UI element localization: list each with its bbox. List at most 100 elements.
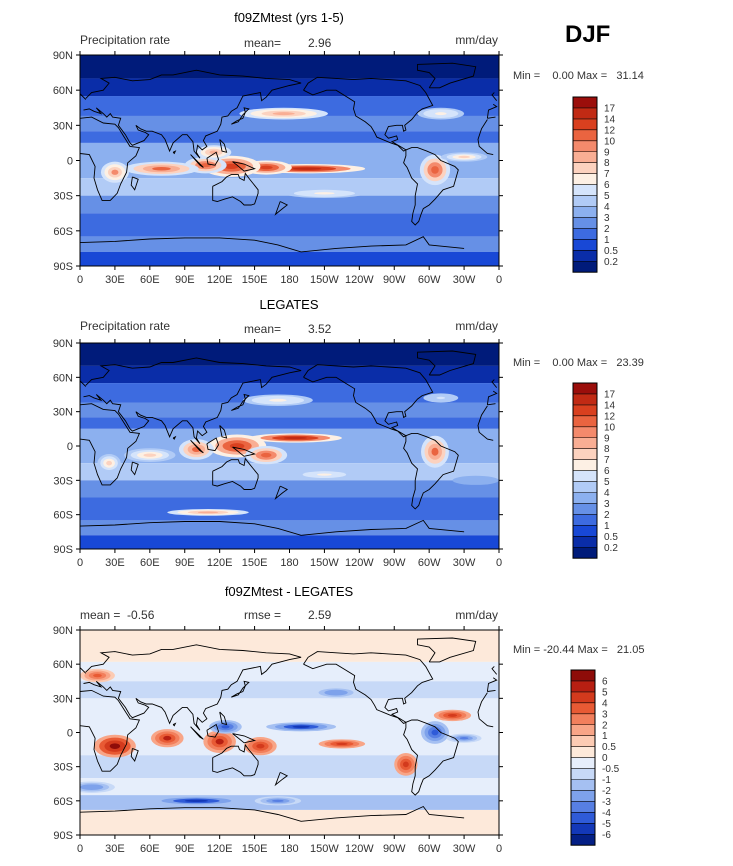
lon-tick-label: 150E	[242, 843, 268, 855]
lon-tick-label: 30W	[453, 557, 476, 569]
minmax-readout: Min = 0.00 Max = 31.14	[513, 70, 644, 82]
colorbar-label: 0.5	[604, 246, 618, 257]
colorbar-label: -3	[602, 797, 611, 808]
coastline	[274, 771, 289, 787]
field-contour	[109, 743, 121, 750]
colorbar-swatch	[573, 250, 597, 262]
panel-title: f09ZMtest - LEGATES	[225, 584, 354, 599]
colorbar-label: 0.5	[604, 532, 618, 543]
lon-tick-label: 180	[280, 843, 298, 855]
stat-value: 2.96	[308, 36, 332, 50]
colorbar-label: 0	[602, 753, 608, 764]
lon-tick-label: 60E	[140, 557, 160, 569]
coastline	[417, 62, 477, 89]
lon-tick-label: 30W	[453, 843, 476, 855]
colorbar-label: 7	[604, 169, 610, 180]
lat-tick-label: 0	[67, 156, 73, 168]
colorbar-swatch	[571, 724, 595, 736]
lon-tick-label: 30E	[105, 274, 125, 286]
coastline	[232, 446, 257, 457]
coastline	[190, 439, 204, 454]
field-contour	[458, 155, 470, 159]
colorbar-label: -4	[602, 808, 611, 819]
coastline	[231, 107, 250, 125]
field-contour	[436, 396, 446, 400]
field-contour	[197, 511, 219, 514]
difference-map	[79, 629, 500, 836]
coastline	[130, 461, 139, 476]
colorbar-swatch	[573, 261, 597, 273]
coastline	[232, 161, 257, 172]
coastline	[417, 637, 477, 663]
field-contour	[447, 713, 458, 717]
lon-tick-label: 90E	[175, 274, 195, 286]
colorbar-label: 0.2	[604, 543, 618, 554]
colorbar-label: 2	[604, 510, 610, 521]
lon-tick-label: 120E	[207, 843, 233, 855]
panel-difference: f09ZMtest - LEGATES mean = -0.56 rmse = …	[53, 584, 645, 855]
coastline	[190, 726, 204, 740]
lat-tick-label: 0	[67, 441, 73, 453]
field-contour	[336, 742, 348, 746]
stat-label: rmse =	[244, 608, 281, 622]
colorbar-swatch	[573, 383, 597, 394]
colorbar-label: 6	[604, 180, 610, 191]
colorbar-swatch	[571, 713, 595, 725]
colorbar-label: -2	[602, 786, 611, 797]
minmax-readout: Min = 0.00 Max = 23.39	[513, 357, 644, 369]
coastline	[83, 357, 498, 444]
colorbar-swatch	[571, 779, 595, 791]
lat-tick-label: 60S	[53, 226, 73, 238]
coastline	[80, 519, 465, 536]
coastline	[172, 722, 177, 727]
colorbar-label: -5	[602, 819, 611, 830]
lat-tick-label: 90N	[53, 50, 73, 62]
colorbar-swatch	[573, 481, 597, 493]
lat-tick-label: 0	[67, 728, 73, 740]
lon-tick-label: 150E	[242, 274, 268, 286]
coastline	[80, 689, 494, 772]
units-label: mm/day	[455, 319, 498, 333]
colorbar-label: 10	[604, 136, 616, 147]
colorbar-swatch	[573, 206, 597, 218]
field-contour	[256, 743, 265, 749]
colorbar-label: -0.5	[602, 764, 620, 775]
stat-value: 3.52	[308, 322, 332, 336]
field-band	[80, 755, 499, 779]
colorbar-swatch	[573, 184, 597, 196]
field-contour	[431, 166, 439, 174]
lat-tick-label: 60S	[53, 796, 73, 808]
lon-tick-label: 120W	[345, 843, 374, 855]
colorbar-swatch	[571, 670, 595, 681]
coastline	[206, 723, 219, 738]
colorbar-swatch	[571, 680, 595, 692]
coastline	[212, 743, 259, 777]
colorbar-label: 2	[604, 224, 610, 235]
coastline	[219, 711, 228, 726]
colorbar-label: 3	[602, 709, 608, 720]
colorbar-label: 1	[602, 731, 608, 742]
lat-tick-label: 90S	[53, 830, 73, 842]
colorbar-label: 5	[602, 687, 608, 698]
panel-model: f09ZMtest (yrs 1-5) Precipitation rate m…	[53, 10, 644, 286]
colorbar-label: 14	[604, 400, 616, 411]
coastline	[172, 435, 177, 440]
colorbar-swatch	[573, 140, 597, 152]
map-axes: 90N 60N 30N 0 30S 60S 90S 0 30E 60E 90E 120E 150E 180…	[53, 625, 503, 855]
field-contour	[143, 453, 157, 457]
colorbar-label: 4	[604, 488, 610, 499]
colorbar-label: 3	[604, 499, 610, 510]
minmax-readout: Min = -20.44 Max = 21.05	[513, 644, 644, 656]
colorbar-swatch	[573, 228, 597, 240]
colorbar-label: 17	[604, 389, 616, 400]
colorbar-label: 12	[604, 125, 616, 136]
colorbar-label: 8	[604, 444, 610, 455]
coastline	[417, 350, 477, 376]
field-contour	[292, 725, 310, 728]
colorbar-label: 1	[604, 235, 610, 246]
precip-map	[79, 54, 500, 267]
field-contour	[314, 192, 335, 195]
field-band	[80, 55, 499, 79]
